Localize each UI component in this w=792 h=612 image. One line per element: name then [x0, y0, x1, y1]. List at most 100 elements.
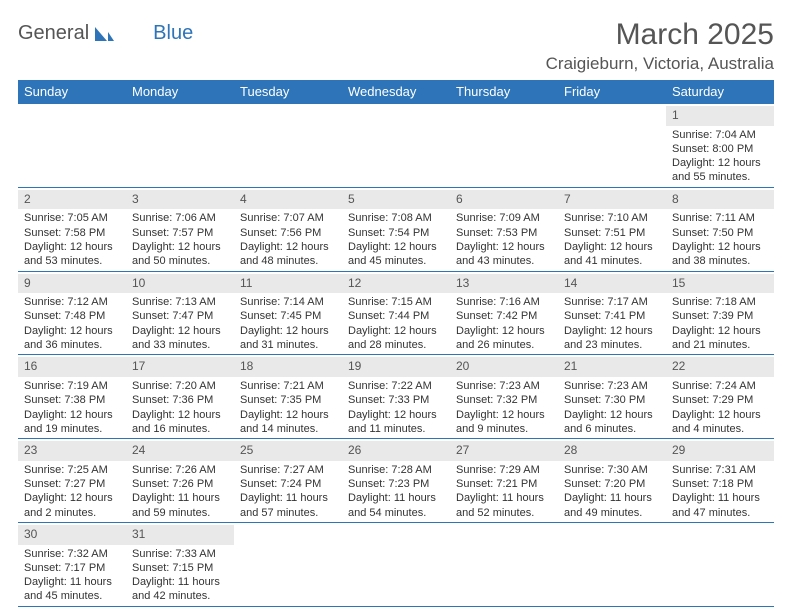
calendar-cell: 14Sunrise: 7:17 AMSunset: 7:41 PMDayligh…	[558, 271, 666, 355]
day-cell-content: 29Sunrise: 7:31 AMSunset: 7:18 PMDayligh…	[666, 439, 774, 522]
day-number: 7	[558, 190, 666, 210]
daylight-text: Daylight: 12 hours and 21 minutes.	[672, 324, 768, 353]
logo: General Blue	[18, 18, 193, 45]
day-cell-content: 24Sunrise: 7:26 AMSunset: 7:26 PMDayligh…	[126, 439, 234, 522]
sunrise-text: Sunrise: 7:14 AM	[240, 295, 336, 309]
day-cell-content: 23Sunrise: 7:25 AMSunset: 7:27 PMDayligh…	[18, 439, 126, 522]
day-cell-content: 5Sunrise: 7:08 AMSunset: 7:54 PMDaylight…	[342, 188, 450, 271]
day-cell-content: 14Sunrise: 7:17 AMSunset: 7:41 PMDayligh…	[558, 272, 666, 355]
sunrise-text: Sunrise: 7:26 AM	[132, 463, 228, 477]
weekday-header-row: SundayMondayTuesdayWednesdayThursdayFrid…	[18, 80, 774, 104]
sunset-text: Sunset: 7:50 PM	[672, 226, 768, 240]
day-number: 19	[342, 357, 450, 377]
sunrise-text: Sunrise: 7:07 AM	[240, 211, 336, 225]
daylight-text: Daylight: 11 hours and 52 minutes.	[456, 491, 552, 520]
day-number: 23	[18, 441, 126, 461]
calendar-cell: 21Sunrise: 7:23 AMSunset: 7:30 PMDayligh…	[558, 355, 666, 439]
day-cell-content: 3Sunrise: 7:06 AMSunset: 7:57 PMDaylight…	[126, 188, 234, 271]
calendar-cell	[126, 104, 234, 188]
calendar-cell: 3Sunrise: 7:06 AMSunset: 7:57 PMDaylight…	[126, 187, 234, 271]
sunset-text: Sunset: 7:42 PM	[456, 309, 552, 323]
day-number: 6	[450, 190, 558, 210]
sunrise-text: Sunrise: 7:31 AM	[672, 463, 768, 477]
sunrise-text: Sunrise: 7:29 AM	[456, 463, 552, 477]
sail-icon	[93, 25, 115, 43]
day-number: 17	[126, 357, 234, 377]
day-cell-content: 10Sunrise: 7:13 AMSunset: 7:47 PMDayligh…	[126, 272, 234, 355]
calendar-cell: 24Sunrise: 7:26 AMSunset: 7:26 PMDayligh…	[126, 439, 234, 523]
weekday-header: Monday	[126, 80, 234, 104]
weekday-header: Thursday	[450, 80, 558, 104]
calendar-cell: 5Sunrise: 7:08 AMSunset: 7:54 PMDaylight…	[342, 187, 450, 271]
day-cell-content: 16Sunrise: 7:19 AMSunset: 7:38 PMDayligh…	[18, 355, 126, 438]
calendar-cell: 18Sunrise: 7:21 AMSunset: 7:35 PMDayligh…	[234, 355, 342, 439]
day-number: 15	[666, 274, 774, 294]
sunrise-text: Sunrise: 7:09 AM	[456, 211, 552, 225]
daylight-text: Daylight: 12 hours and 11 minutes.	[348, 408, 444, 437]
daylight-text: Daylight: 11 hours and 42 minutes.	[132, 575, 228, 604]
calendar-row: 23Sunrise: 7:25 AMSunset: 7:27 PMDayligh…	[18, 439, 774, 523]
calendar-cell	[450, 522, 558, 606]
sunrise-text: Sunrise: 7:22 AM	[348, 379, 444, 393]
calendar-cell: 7Sunrise: 7:10 AMSunset: 7:51 PMDaylight…	[558, 187, 666, 271]
sunrise-text: Sunrise: 7:23 AM	[456, 379, 552, 393]
day-cell-content: 8Sunrise: 7:11 AMSunset: 7:50 PMDaylight…	[666, 188, 774, 271]
sunrise-text: Sunrise: 7:27 AM	[240, 463, 336, 477]
sunset-text: Sunset: 7:41 PM	[564, 309, 660, 323]
calendar-cell: 4Sunrise: 7:07 AMSunset: 7:56 PMDaylight…	[234, 187, 342, 271]
day-number: 22	[666, 357, 774, 377]
day-number: 30	[18, 525, 126, 545]
day-number: 3	[126, 190, 234, 210]
day-cell-content: 13Sunrise: 7:16 AMSunset: 7:42 PMDayligh…	[450, 272, 558, 355]
sunset-text: Sunset: 7:58 PM	[24, 226, 120, 240]
day-cell-content: 18Sunrise: 7:21 AMSunset: 7:35 PMDayligh…	[234, 355, 342, 438]
day-number: 29	[666, 441, 774, 461]
sunset-text: Sunset: 7:30 PM	[564, 393, 660, 407]
calendar-cell: 16Sunrise: 7:19 AMSunset: 7:38 PMDayligh…	[18, 355, 126, 439]
month-title: March 2025	[546, 18, 774, 52]
day-number: 16	[18, 357, 126, 377]
sunset-text: Sunset: 7:38 PM	[24, 393, 120, 407]
day-number: 20	[450, 357, 558, 377]
sunset-text: Sunset: 8:00 PM	[672, 142, 768, 156]
daylight-text: Daylight: 12 hours and 26 minutes.	[456, 324, 552, 353]
sunrise-text: Sunrise: 7:11 AM	[672, 211, 768, 225]
day-number: 4	[234, 190, 342, 210]
sunrise-text: Sunrise: 7:18 AM	[672, 295, 768, 309]
calendar-cell: 22Sunrise: 7:24 AMSunset: 7:29 PMDayligh…	[666, 355, 774, 439]
daylight-text: Daylight: 11 hours and 57 minutes.	[240, 491, 336, 520]
calendar-cell: 30Sunrise: 7:32 AMSunset: 7:17 PMDayligh…	[18, 522, 126, 606]
calendar-cell: 26Sunrise: 7:28 AMSunset: 7:23 PMDayligh…	[342, 439, 450, 523]
day-number: 27	[450, 441, 558, 461]
day-number: 8	[666, 190, 774, 210]
daylight-text: Daylight: 12 hours and 19 minutes.	[24, 408, 120, 437]
day-number: 28	[558, 441, 666, 461]
day-number: 12	[342, 274, 450, 294]
sunset-text: Sunset: 7:33 PM	[348, 393, 444, 407]
day-number: 1	[666, 106, 774, 126]
calendar-row: 30Sunrise: 7:32 AMSunset: 7:17 PMDayligh…	[18, 522, 774, 606]
sunset-text: Sunset: 7:15 PM	[132, 561, 228, 575]
calendar-table: SundayMondayTuesdayWednesdayThursdayFrid…	[18, 80, 774, 607]
calendar-cell	[450, 104, 558, 188]
daylight-text: Daylight: 12 hours and 48 minutes.	[240, 240, 336, 269]
sunset-text: Sunset: 7:36 PM	[132, 393, 228, 407]
sunset-text: Sunset: 7:57 PM	[132, 226, 228, 240]
sunrise-text: Sunrise: 7:33 AM	[132, 547, 228, 561]
day-cell-content: 7Sunrise: 7:10 AMSunset: 7:51 PMDaylight…	[558, 188, 666, 271]
sunset-text: Sunset: 7:51 PM	[564, 226, 660, 240]
sunrise-text: Sunrise: 7:20 AM	[132, 379, 228, 393]
sunrise-text: Sunrise: 7:13 AM	[132, 295, 228, 309]
title-block: March 2025 Craigieburn, Victoria, Austra…	[546, 18, 774, 74]
header: General Blue March 2025 Craigieburn, Vic…	[18, 18, 774, 74]
sunset-text: Sunset: 7:48 PM	[24, 309, 120, 323]
calendar-cell: 17Sunrise: 7:20 AMSunset: 7:36 PMDayligh…	[126, 355, 234, 439]
daylight-text: Daylight: 12 hours and 53 minutes.	[24, 240, 120, 269]
weekday-header: Friday	[558, 80, 666, 104]
calendar-cell	[234, 522, 342, 606]
sunrise-text: Sunrise: 7:23 AM	[564, 379, 660, 393]
daylight-text: Daylight: 12 hours and 28 minutes.	[348, 324, 444, 353]
sunrise-text: Sunrise: 7:17 AM	[564, 295, 660, 309]
location: Craigieburn, Victoria, Australia	[546, 54, 774, 74]
day-cell-content: 31Sunrise: 7:33 AMSunset: 7:15 PMDayligh…	[126, 523, 234, 606]
